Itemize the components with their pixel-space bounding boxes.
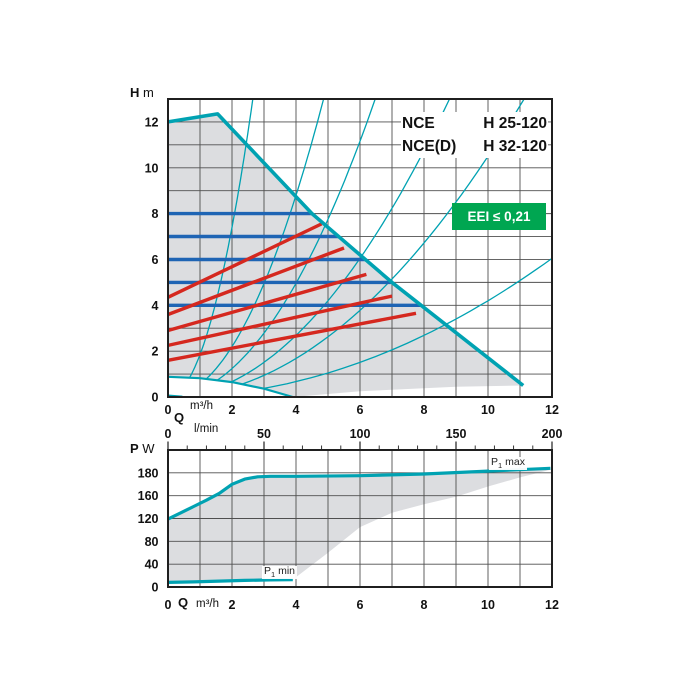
flow-unit-lmin: l/min: [194, 423, 219, 435]
p1min-text: min: [275, 565, 296, 577]
proportional-pressure-curve: [167, 246, 345, 317]
flow-quantity-top: Q: [174, 410, 185, 425]
flow-quantity-bottom: Q: [178, 595, 189, 610]
power-axis-label: P W: [130, 441, 155, 456]
tick-label: 8: [421, 598, 428, 612]
tick-label: 4: [152, 299, 159, 313]
head-unit: m: [143, 85, 154, 100]
tick-label: 6: [357, 403, 364, 417]
power-unit: W: [142, 441, 155, 456]
head-quantity: H: [130, 85, 140, 100]
tick-label: 40: [145, 558, 159, 572]
tick-label: 12: [545, 598, 559, 612]
series-name-1: NCE: [402, 115, 435, 132]
system-curve: [262, 257, 553, 390]
tick-label: 160: [138, 489, 159, 503]
system-curve: [242, 98, 525, 385]
tick-label: 6: [357, 598, 364, 612]
tick-label: 200: [542, 427, 563, 441]
tick-label: 2: [152, 345, 159, 359]
tick-label: 0: [152, 581, 159, 595]
tick-label: 2: [229, 598, 236, 612]
p1max-text: max: [502, 456, 525, 468]
p1max-subscript: 1: [498, 461, 503, 471]
p1min-symbol: P: [264, 565, 272, 577]
tick-label: 4: [293, 598, 300, 612]
tick-label: 0: [165, 403, 172, 417]
product-line-1: NCE H 25-120: [402, 112, 547, 135]
p1max-symbol: P: [491, 456, 499, 468]
tick-label: 0: [165, 427, 172, 441]
tick-label: 0: [165, 598, 172, 612]
tick-label: 12: [545, 403, 559, 417]
p1-min-curve: [167, 578, 293, 584]
proportional-pressure-curve: [167, 272, 367, 333]
system-curve: [230, 98, 451, 383]
proportional-pressure-curve: [167, 222, 323, 299]
flow-unit-m3h-bottom: m³/h: [196, 598, 219, 610]
page-title: NCE H 25-120 NCE(D) H 32-120: [401, 112, 548, 158]
tick-label: 0: [152, 391, 159, 405]
min-speed-curve: [167, 375, 294, 399]
p1-max-label: P1 max: [489, 456, 527, 471]
head-axis-label: H m: [130, 85, 154, 100]
tick-label: 180: [138, 466, 159, 480]
flow-unit-m3h-top: m³/h: [190, 400, 213, 412]
tick-label: 8: [152, 207, 159, 221]
p1-min-label: P1 min: [262, 565, 298, 580]
p1min-subscript: 1: [271, 570, 276, 580]
tick-label: 6: [152, 253, 159, 267]
proportional-pressure-curve: [167, 311, 417, 362]
proportional-pressure-curve: [167, 294, 393, 348]
power-chart-frame: [167, 449, 553, 588]
max-speed-envelope: [167, 112, 525, 387]
eei-badge: EEI ≤ 0,21: [452, 203, 546, 230]
power-quantity: P: [130, 441, 139, 456]
tick-label: 4: [293, 403, 300, 417]
model-name-2: H 32-120: [483, 138, 547, 155]
head-chart-frame: [167, 98, 553, 398]
model-name-1: H 25-120: [483, 115, 547, 132]
tick-label: 8: [421, 403, 428, 417]
tick-label: 10: [481, 598, 495, 612]
series-name-2: NCE(D): [402, 138, 457, 155]
tick-label: 2: [229, 403, 236, 417]
product-line-2: NCE(D) H 32-120: [402, 135, 547, 158]
tick-label: 50: [257, 427, 271, 441]
tick-label: 12: [145, 115, 159, 129]
tick-label: 150: [446, 427, 467, 441]
tick-label: 120: [138, 512, 159, 526]
tick-label: 100: [350, 427, 371, 441]
tick-label: 10: [145, 161, 159, 175]
p1-max-curve: [167, 466, 551, 521]
tick-label: 80: [145, 535, 159, 549]
tick-label: 10: [481, 403, 495, 417]
